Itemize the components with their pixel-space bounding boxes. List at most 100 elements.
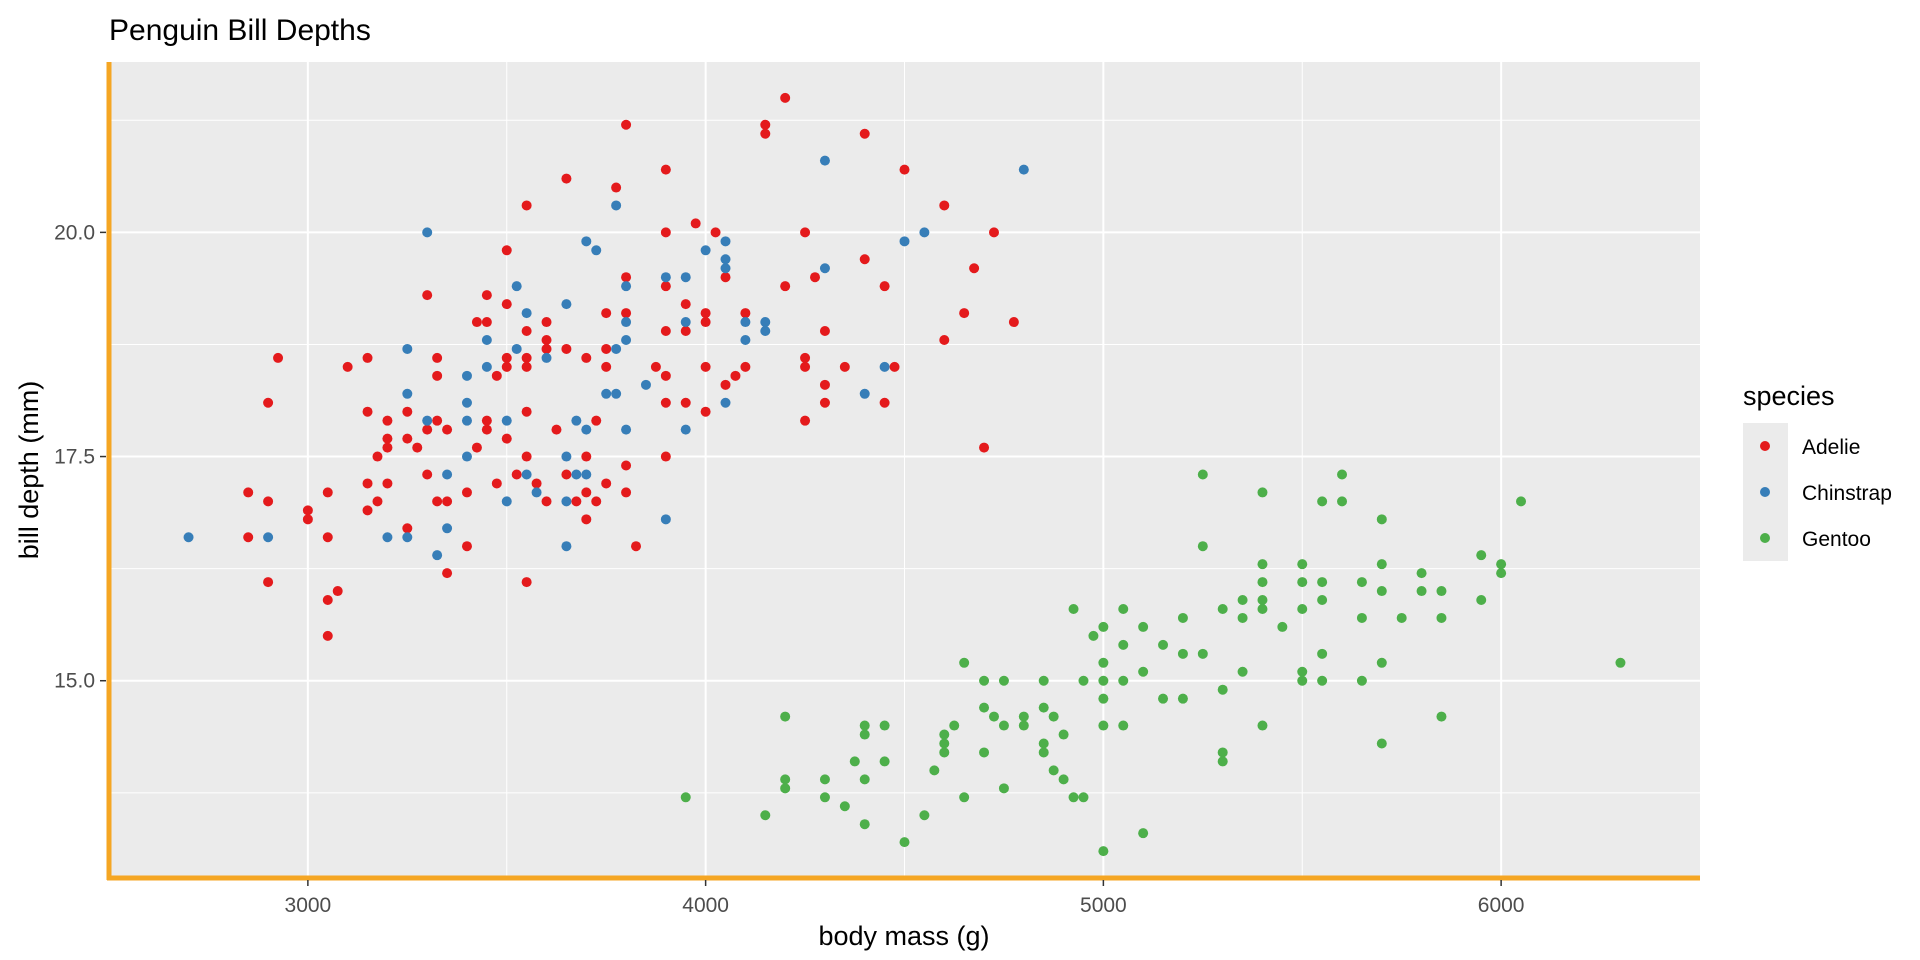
data-point-chinstrap	[740, 317, 751, 328]
data-point-gentoo	[1337, 469, 1348, 480]
data-point-adelie	[740, 308, 751, 319]
data-point-gentoo	[1088, 630, 1099, 641]
data-point-gentoo	[1177, 693, 1188, 704]
data-point-gentoo	[998, 675, 1009, 686]
data-point-gentoo	[1496, 568, 1507, 579]
data-point-gentoo	[1177, 612, 1188, 623]
data-point-gentoo	[1376, 586, 1387, 597]
data-point-adelie	[531, 478, 542, 489]
data-point-gentoo	[1257, 559, 1268, 570]
data-point-gentoo	[1118, 720, 1129, 731]
data-point-gentoo	[929, 765, 940, 776]
data-point-gentoo	[819, 792, 830, 803]
data-point-gentoo	[1237, 666, 1248, 677]
data-point-gentoo	[1257, 577, 1268, 588]
legend-label-adelie: Adelie	[1802, 436, 1860, 459]
data-point-adelie	[591, 415, 602, 426]
data-point-adelie	[959, 308, 970, 319]
data-point-adelie	[660, 326, 671, 337]
data-point-adelie	[521, 406, 532, 417]
data-point-adelie	[481, 415, 492, 426]
data-point-gentoo	[760, 810, 771, 821]
data-point-gentoo	[839, 801, 850, 812]
data-point-gentoo	[1098, 846, 1109, 857]
data-point-gentoo	[819, 774, 830, 785]
data-point-chinstrap	[442, 469, 453, 480]
data-point-gentoo	[1058, 774, 1069, 785]
data-point-adelie	[243, 532, 254, 543]
data-point-chinstrap	[760, 326, 771, 337]
data-point-chinstrap	[760, 317, 771, 328]
data-point-chinstrap	[422, 415, 433, 426]
data-point-chinstrap	[501, 496, 512, 507]
data-point-adelie	[521, 451, 532, 462]
data-point-chinstrap	[461, 415, 472, 426]
data-point-gentoo	[1138, 828, 1149, 839]
data-point-gentoo	[1317, 648, 1328, 659]
data-point-adelie	[471, 442, 482, 453]
data-point-chinstrap	[720, 236, 731, 247]
data-point-chinstrap	[501, 415, 512, 426]
data-point-chinstrap	[402, 532, 413, 543]
data-point-adelie	[273, 352, 284, 363]
data-point-gentoo	[1098, 720, 1109, 731]
data-point-gentoo	[1436, 586, 1447, 597]
data-point-adelie	[302, 505, 313, 516]
data-point-chinstrap	[531, 487, 542, 498]
data-point-gentoo	[1297, 603, 1308, 614]
data-point-chinstrap	[700, 245, 711, 256]
data-point-adelie	[501, 352, 512, 363]
data-point-chinstrap	[680, 424, 691, 435]
data-point-adelie	[720, 272, 731, 283]
data-point-chinstrap	[402, 343, 413, 354]
data-point-adelie	[800, 227, 811, 238]
data-point-adelie	[819, 397, 830, 408]
data-point-adelie	[988, 227, 999, 238]
data-point-gentoo	[1038, 675, 1049, 686]
data-point-adelie	[939, 200, 950, 211]
data-point-gentoo	[1138, 666, 1149, 677]
data-point-gentoo	[859, 819, 870, 830]
y-axis-label: bill depth (mm)	[14, 381, 44, 560]
data-point-adelie	[481, 290, 492, 301]
data-point-gentoo	[1356, 577, 1367, 588]
data-point-adelie	[601, 343, 612, 354]
data-point-adelie	[760, 128, 771, 139]
data-point-chinstrap	[819, 155, 830, 166]
data-point-gentoo	[879, 720, 890, 731]
data-point-adelie	[382, 478, 393, 489]
data-point-gentoo	[1197, 541, 1208, 552]
data-point-adelie	[322, 595, 333, 606]
x-tick-label: 5000	[1080, 894, 1127, 917]
data-point-adelie	[631, 541, 642, 552]
data-point-adelie	[720, 379, 731, 390]
data-point-adelie	[362, 406, 373, 417]
data-point-gentoo	[1615, 657, 1626, 668]
data-point-gentoo	[1018, 720, 1029, 731]
data-point-chinstrap	[402, 388, 413, 399]
data-point-gentoo	[939, 729, 950, 740]
data-point-adelie	[650, 361, 661, 372]
data-point-adelie	[899, 164, 910, 175]
data-point-gentoo	[998, 783, 1009, 794]
data-point-adelie	[700, 361, 711, 372]
data-point-chinstrap	[561, 451, 572, 462]
data-point-chinstrap	[899, 236, 910, 247]
data-point-gentoo	[998, 720, 1009, 731]
data-point-gentoo	[1496, 559, 1507, 570]
data-point-chinstrap	[680, 317, 691, 328]
legend-key-adelie	[1760, 441, 1770, 451]
y-tick-label: 20.0	[54, 221, 95, 244]
data-point-adelie	[362, 505, 373, 516]
data-point-adelie	[442, 424, 453, 435]
data-point-adelie	[561, 343, 572, 354]
data-point-adelie	[800, 361, 811, 372]
data-point-gentoo	[1078, 792, 1089, 803]
data-point-adelie	[621, 119, 632, 130]
data-point-gentoo	[1317, 675, 1328, 686]
x-tick-label: 6000	[1478, 894, 1525, 917]
data-point-adelie	[342, 361, 353, 372]
legend-label-chinstrap: Chinstrap	[1802, 482, 1892, 505]
data-point-gentoo	[1118, 639, 1129, 650]
data-point-chinstrap	[819, 263, 830, 274]
